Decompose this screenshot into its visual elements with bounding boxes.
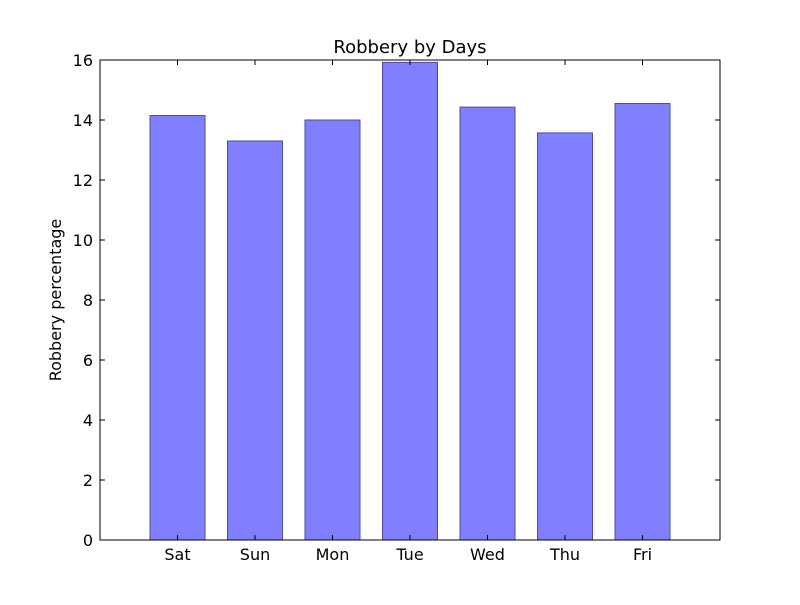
x-tick-label: Fri <box>633 545 652 564</box>
x-tick-label: Sun <box>240 545 270 564</box>
y-tick-label: 2 <box>83 471 93 490</box>
bars-group <box>149 61 671 541</box>
x-tick-label: Tue <box>395 545 423 564</box>
x-tick-label: Thu <box>549 545 580 564</box>
y-tick-label: 12 <box>73 171 93 190</box>
y-tick-label: 16 <box>73 51 93 70</box>
y-tick-label: 0 <box>83 531 93 550</box>
y-tick-label: 10 <box>73 231 93 250</box>
chart-title: Robbery by Days <box>333 37 486 58</box>
bar-sun <box>227 140 283 541</box>
x-tick-label: Sat <box>164 545 190 564</box>
bar-tue <box>382 61 438 541</box>
y-tick-label: 4 <box>83 411 93 430</box>
y-axis-label: Robbery percentage <box>46 219 65 382</box>
y-tick-label: 6 <box>83 351 93 370</box>
x-tick-label: Mon <box>316 545 350 564</box>
y-tick-label: 14 <box>73 111 93 130</box>
bar-thu <box>537 132 593 541</box>
y-tick-label: 8 <box>83 291 93 310</box>
bar-mon <box>304 119 361 541</box>
x-ticks-group: Sat Sun Mon Tue Wed Thu Fri <box>164 60 652 564</box>
bar-sat <box>149 115 206 541</box>
plot-area-frame <box>99 59 721 541</box>
x-tick-label: Wed <box>470 545 505 564</box>
bar-fri <box>614 103 671 541</box>
bar-wed <box>459 106 516 541</box>
